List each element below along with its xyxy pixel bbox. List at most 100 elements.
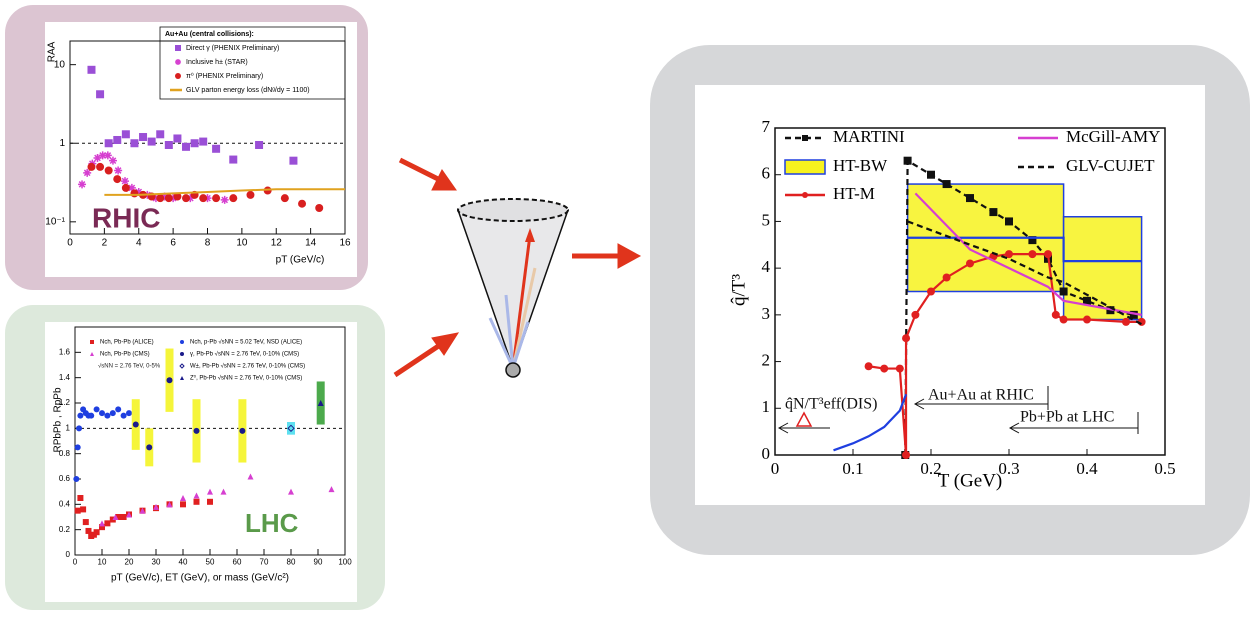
x-tick-label: 30 (152, 557, 161, 566)
range-head (1008, 422, 1020, 434)
x-tick-label: 14 (305, 238, 317, 249)
marker (166, 377, 173, 384)
y-tick-label: 0 (66, 550, 71, 559)
marker (121, 177, 129, 186)
x-tick-label: 12 (271, 238, 283, 249)
ray (504, 294, 515, 369)
y-tick-label: 10⁻¹ (45, 216, 65, 227)
x-tick-label: 60 (233, 557, 242, 566)
marker (280, 194, 289, 203)
marker (99, 410, 105, 417)
marker (121, 130, 130, 139)
ray (511, 321, 530, 369)
range-head (777, 422, 789, 434)
chart: 0 2 4 6 8 10 12 14 16 10⁻¹ 1 10 Direct γ (PHENIX Pre… (45, 26, 351, 266)
marker (112, 514, 119, 520)
annotation: q̂N/T³eff(DIS) (785, 396, 877, 413)
marker (193, 498, 200, 505)
marker (104, 139, 113, 148)
marker (1028, 236, 1037, 245)
flow-arrows (393, 157, 642, 378)
x-tick-label: 50 (206, 557, 215, 566)
marker (151, 194, 160, 203)
error-box (287, 422, 295, 435)
marker (77, 495, 84, 501)
x-tick-label: 70 (260, 557, 269, 566)
cone-apex (505, 362, 521, 378)
x-tick-label: 90 (314, 557, 323, 566)
marker (113, 175, 122, 184)
x-tick-label: 40 (179, 557, 188, 566)
y-tick-label: 1 (59, 138, 65, 149)
marker (130, 189, 139, 198)
series-line (907, 220, 1143, 326)
marker (298, 199, 307, 208)
marker (903, 156, 912, 165)
marker (173, 192, 182, 201)
marker (315, 203, 324, 212)
legend-label: Inclusive h± (STAR) (186, 59, 248, 66)
ray (511, 234, 532, 369)
chart: 0 0.1 0.2 0.3 0.4 0.5 0 1 2 3 4 5 6 7 MARTINI HT-BW HT-M… (728, 117, 1175, 491)
marker (942, 180, 951, 189)
legend-box (159, 26, 346, 100)
marker (120, 514, 127, 520)
x-tick-label: 2 (102, 238, 108, 249)
marker (87, 65, 96, 74)
x-tick-label: 0 (73, 557, 78, 566)
range-head (913, 398, 925, 410)
marker (153, 503, 159, 510)
marker (317, 400, 324, 406)
marker (160, 192, 169, 201)
marker (220, 488, 227, 495)
y-tick-label: 7 (762, 117, 771, 136)
x-tick-label: 0.5 (1154, 459, 1175, 478)
x-tick-label: 0.3 (998, 459, 1019, 478)
marker (175, 59, 181, 65)
marker (902, 334, 911, 343)
marker (182, 194, 191, 203)
marker (207, 498, 213, 505)
x-tick-label: 80 (287, 557, 296, 566)
marker (1051, 310, 1060, 319)
marker (82, 519, 89, 526)
marker (73, 476, 80, 482)
arrow (393, 342, 442, 378)
series-line (914, 192, 1142, 316)
marker (173, 134, 182, 143)
ray (511, 267, 537, 369)
y-tick-label: 10 (54, 59, 66, 70)
marker (80, 506, 87, 513)
cone-rays (488, 234, 537, 369)
x-tick-label: 0 (67, 238, 73, 249)
ray (488, 317, 515, 369)
marker (289, 156, 298, 165)
marker (212, 194, 221, 203)
marker (1083, 296, 1091, 305)
arrow-head (431, 332, 460, 356)
x-tick-label: 4 (136, 238, 142, 249)
legend-label: Nch, Pb-Pb (ALICE) (100, 340, 154, 346)
marker (1005, 217, 1013, 226)
marker (190, 139, 199, 148)
marker (164, 140, 173, 149)
y-tick-label: 3 (762, 304, 771, 323)
marker (802, 135, 808, 141)
marker (895, 364, 904, 373)
marker (1044, 250, 1052, 259)
marker (927, 170, 935, 179)
y-tick-label: 5 (762, 210, 771, 229)
marker (942, 273, 951, 282)
arrow (398, 157, 442, 183)
series-line (907, 236, 1142, 263)
marker (193, 492, 200, 499)
marker (103, 151, 112, 160)
x-tick-label: 16 (339, 238, 351, 249)
marker (182, 142, 191, 151)
marker (115, 406, 122, 413)
legend-swatch (784, 159, 826, 175)
legend-label: γ, Pb-Pb √sNN = 2.76 TeV, 0-10% (CMS) (190, 351, 299, 358)
cone-body (456, 209, 570, 371)
marker (1028, 250, 1037, 259)
marker (180, 501, 186, 508)
